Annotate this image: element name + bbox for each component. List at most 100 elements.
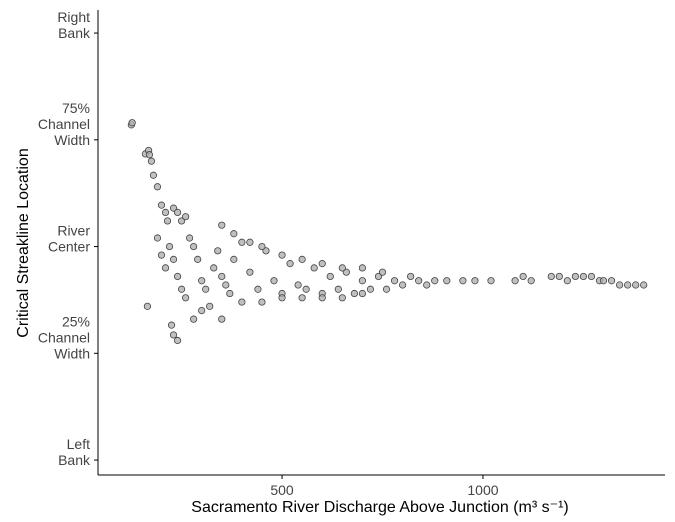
point bbox=[246, 268, 254, 276]
point bbox=[302, 285, 310, 293]
point bbox=[128, 119, 136, 127]
point bbox=[169, 204, 178, 212]
point bbox=[310, 264, 318, 272]
point bbox=[298, 294, 306, 302]
point bbox=[194, 255, 202, 263]
point bbox=[338, 264, 346, 272]
point bbox=[190, 315, 198, 323]
point bbox=[157, 201, 166, 209]
point bbox=[254, 285, 262, 293]
point bbox=[161, 264, 170, 272]
point bbox=[278, 251, 286, 259]
point bbox=[374, 272, 383, 281]
point bbox=[173, 272, 182, 281]
point bbox=[230, 230, 238, 238]
point bbox=[338, 294, 346, 302]
point bbox=[218, 221, 226, 229]
x-tick-label: 1000 bbox=[467, 482, 498, 498]
point bbox=[169, 255, 178, 263]
y-tick-label: Left Bank bbox=[58, 436, 91, 468]
point bbox=[342, 268, 350, 276]
point bbox=[246, 238, 254, 246]
point bbox=[161, 208, 170, 216]
point bbox=[177, 285, 186, 293]
point bbox=[198, 277, 206, 285]
point bbox=[632, 281, 640, 289]
point bbox=[358, 264, 367, 272]
point bbox=[186, 234, 194, 242]
point bbox=[527, 277, 535, 285]
point bbox=[173, 208, 182, 216]
point bbox=[390, 277, 399, 285]
point bbox=[407, 272, 415, 281]
point bbox=[318, 294, 326, 302]
point bbox=[318, 260, 326, 268]
y-axis-title: Critical Streakline Location bbox=[15, 148, 32, 337]
point bbox=[382, 285, 391, 293]
point bbox=[519, 272, 527, 281]
point bbox=[459, 277, 467, 285]
point bbox=[190, 242, 198, 251]
point bbox=[226, 289, 234, 298]
point bbox=[547, 272, 555, 281]
point bbox=[222, 281, 230, 289]
point bbox=[165, 242, 174, 251]
point bbox=[157, 251, 166, 259]
point bbox=[153, 234, 162, 242]
point bbox=[599, 277, 608, 285]
point bbox=[443, 277, 451, 285]
point bbox=[487, 277, 495, 285]
point bbox=[579, 272, 588, 281]
point bbox=[218, 315, 226, 323]
point bbox=[167, 321, 176, 329]
point bbox=[415, 277, 423, 285]
point bbox=[423, 281, 431, 289]
point bbox=[270, 277, 278, 285]
point bbox=[278, 294, 286, 302]
point bbox=[294, 281, 302, 289]
point bbox=[298, 255, 306, 263]
point bbox=[173, 336, 182, 345]
point bbox=[563, 277, 571, 285]
point bbox=[153, 183, 162, 191]
point bbox=[177, 217, 186, 225]
point bbox=[366, 285, 375, 293]
point bbox=[258, 298, 266, 306]
point bbox=[262, 247, 270, 255]
point bbox=[555, 272, 563, 281]
x-tick-label: 500 bbox=[270, 482, 294, 498]
point bbox=[149, 171, 158, 179]
point bbox=[286, 260, 294, 268]
point bbox=[147, 157, 156, 165]
point bbox=[182, 213, 190, 221]
point bbox=[218, 272, 226, 281]
point bbox=[182, 294, 190, 302]
point bbox=[206, 302, 214, 310]
point bbox=[230, 255, 238, 263]
point bbox=[358, 289, 367, 298]
point bbox=[258, 242, 266, 251]
point bbox=[214, 247, 222, 255]
point bbox=[198, 307, 206, 315]
point bbox=[334, 285, 342, 293]
point bbox=[169, 331, 178, 339]
point bbox=[615, 281, 624, 289]
x-axis-title: Sacramento River Discharge Above Junctio… bbox=[191, 499, 568, 516]
point bbox=[378, 268, 387, 276]
point bbox=[398, 281, 407, 289]
point bbox=[145, 151, 154, 159]
point bbox=[238, 298, 246, 306]
point bbox=[471, 277, 479, 285]
point bbox=[210, 264, 218, 272]
point bbox=[238, 238, 246, 246]
y-tick-label: Right Bank bbox=[57, 9, 91, 41]
point bbox=[511, 277, 519, 285]
point bbox=[163, 217, 172, 225]
point bbox=[571, 272, 579, 281]
y-tick-label: River Center bbox=[48, 223, 90, 255]
point bbox=[624, 281, 632, 289]
point bbox=[431, 277, 439, 285]
point bbox=[607, 277, 616, 285]
y-tick-label: 25% Channel Width bbox=[38, 313, 90, 361]
point bbox=[143, 302, 152, 310]
